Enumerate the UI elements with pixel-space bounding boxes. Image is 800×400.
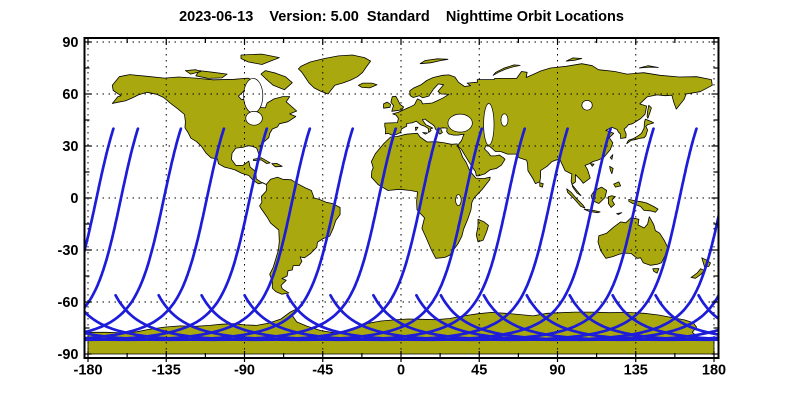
x-tick-label-0: 0 bbox=[397, 363, 405, 379]
land-baffin-island bbox=[260, 70, 293, 91]
map-area bbox=[84, 41, 719, 358]
land-sakhalin bbox=[646, 104, 652, 119]
x-tick-label--45: -45 bbox=[312, 363, 333, 379]
orbit-track-9 bbox=[157, 127, 484, 342]
land-tasmania bbox=[652, 268, 660, 274]
land-hainan bbox=[590, 163, 595, 167]
x-tick-label-180: 180 bbox=[702, 363, 726, 379]
land-severnaya-zemlya bbox=[565, 57, 583, 62]
y-tick-label--30: -30 bbox=[58, 243, 79, 259]
land-south-america bbox=[259, 176, 341, 295]
orbit-track-15 bbox=[84, 127, 719, 342]
land-svalbard bbox=[419, 58, 449, 65]
land-australia bbox=[597, 216, 668, 266]
axis-ticks bbox=[85, 39, 718, 362]
y-tick-label--90: -90 bbox=[58, 347, 79, 363]
x-tick-label--135: -135 bbox=[152, 363, 181, 379]
x-tick-label-45: 45 bbox=[471, 363, 487, 379]
orbit-track-5 bbox=[84, 127, 719, 342]
orbit-track-8 bbox=[114, 127, 440, 342]
land-sardinia bbox=[415, 126, 419, 132]
land-timor bbox=[616, 212, 623, 215]
land-sumatra bbox=[566, 188, 586, 209]
y-tick-label-0: 0 bbox=[70, 191, 78, 207]
orbit-track-13 bbox=[329, 127, 655, 342]
lake-black-sea bbox=[447, 113, 473, 133]
land-iceland bbox=[358, 82, 378, 89]
land-new-siberian-islands bbox=[638, 65, 659, 69]
land-great-britain bbox=[390, 95, 404, 112]
orbit-track-14 bbox=[372, 127, 698, 342]
land-victoria-island bbox=[195, 70, 228, 79]
land-greenland bbox=[298, 54, 371, 95]
land-antarctica bbox=[87, 304, 715, 355]
orbit-track-12 bbox=[286, 127, 612, 342]
land-mindanao bbox=[613, 181, 621, 188]
orbit-track-6 bbox=[84, 127, 719, 342]
y-tick-label-30: 30 bbox=[62, 139, 78, 155]
orbit-track-11 bbox=[243, 127, 569, 342]
x-tick-label--180: -180 bbox=[73, 363, 102, 379]
lake-lake-baikal bbox=[581, 100, 593, 111]
orbit-track-7 bbox=[84, 127, 719, 342]
land-sulawesi bbox=[608, 195, 616, 208]
land-eurasia bbox=[384, 63, 713, 197]
land-sicily bbox=[422, 132, 428, 135]
land-novaya-zemlya bbox=[492, 64, 521, 76]
y-tick-label-60: 60 bbox=[62, 87, 78, 103]
x-tick-label-90: 90 bbox=[549, 363, 565, 379]
land-banks-island bbox=[185, 69, 202, 75]
figure-title: 2023-06-13 Version: 5.00 Standard Nightt… bbox=[179, 9, 624, 25]
land-taiwan bbox=[609, 154, 614, 160]
lake-aral-sea bbox=[500, 113, 509, 127]
lake-lake-victoria bbox=[455, 194, 462, 206]
land-hispaniola bbox=[271, 163, 283, 168]
land-sri-lanka bbox=[539, 182, 544, 188]
x-tick-label-135: 135 bbox=[624, 363, 648, 379]
lake-great-lakes bbox=[245, 111, 263, 126]
land-africa bbox=[371, 132, 491, 259]
land-madagascar bbox=[475, 218, 489, 243]
land-cuba bbox=[253, 157, 271, 164]
land-ireland bbox=[383, 101, 391, 109]
lake-caspian-sea bbox=[483, 103, 495, 146]
land-japan bbox=[626, 118, 655, 145]
orbit-track-4 bbox=[84, 127, 719, 342]
y-tick-label--60: -60 bbox=[58, 295, 79, 311]
y-tick-label-90: 90 bbox=[62, 35, 78, 51]
land-ellesmere-island bbox=[240, 53, 280, 65]
land-north-america bbox=[111, 74, 298, 185]
x-tick-label--90: -90 bbox=[234, 363, 255, 379]
orbit-track-10 bbox=[200, 127, 527, 342]
plot-border bbox=[83, 37, 720, 359]
lake-hudson-bay bbox=[243, 78, 264, 114]
land-luzon bbox=[609, 165, 614, 175]
